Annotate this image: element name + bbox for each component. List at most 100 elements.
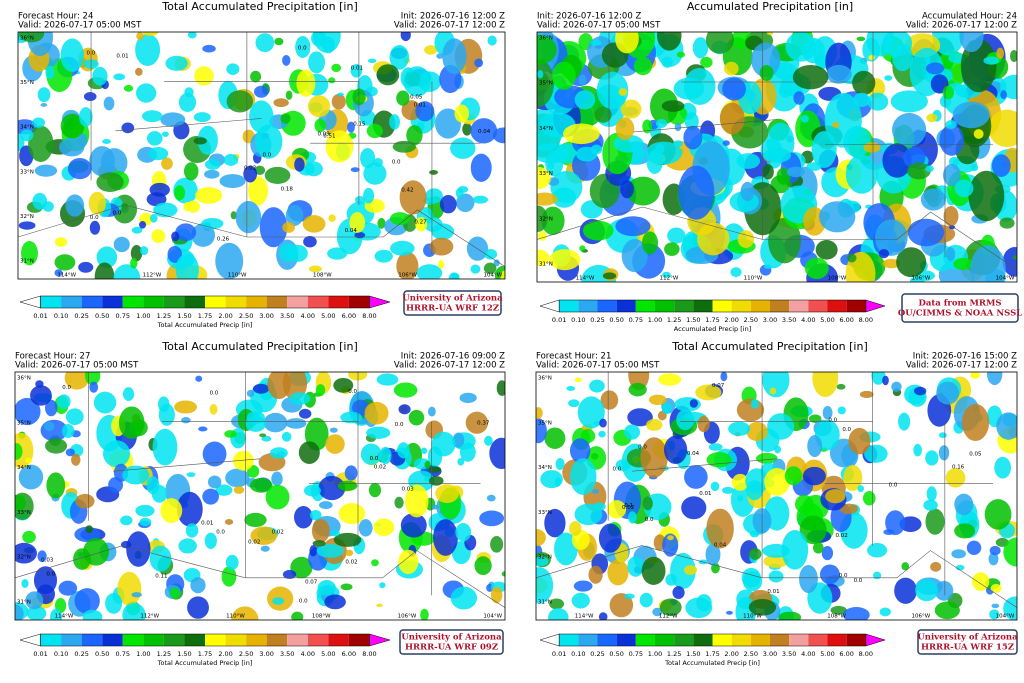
precip-blob bbox=[424, 45, 438, 55]
precip-blob bbox=[174, 185, 186, 201]
colorbar-label: 0.75 bbox=[629, 650, 643, 658]
precip-blob bbox=[884, 75, 893, 81]
precip-blob bbox=[450, 272, 460, 279]
header-left: Forecast Hour: 27 bbox=[15, 352, 90, 362]
precip-blob bbox=[968, 170, 1005, 222]
precip-blob bbox=[588, 565, 603, 584]
precip-blob bbox=[673, 77, 705, 100]
colorbar-label: 0.01 bbox=[33, 650, 47, 658]
colorbar-label: 3.00 bbox=[259, 312, 273, 320]
precip-blob bbox=[398, 549, 419, 575]
point-label: 0.0 bbox=[854, 578, 863, 584]
precip-blob bbox=[574, 90, 596, 110]
header-left: Forecast Hour: 21 bbox=[536, 352, 611, 362]
header-right: Valid: 2026-07-17 12:00 Z bbox=[906, 361, 1017, 371]
precip-blob bbox=[151, 229, 166, 244]
precip-blob bbox=[781, 529, 809, 570]
precip-blob bbox=[837, 406, 846, 415]
point-label: 0.0 bbox=[392, 159, 401, 165]
precip-blob bbox=[22, 530, 36, 544]
point-label: 0.02 bbox=[374, 465, 386, 471]
precip-blob bbox=[37, 87, 51, 103]
precip-blob bbox=[139, 220, 147, 229]
precip-blob bbox=[474, 58, 484, 68]
lon-label: 108°W bbox=[828, 276, 847, 282]
precip-blob bbox=[607, 500, 627, 519]
precip-blob bbox=[821, 545, 834, 561]
panel-title: Accumulated Precipitation [in] bbox=[687, 0, 853, 13]
precip-blob bbox=[400, 513, 427, 538]
precip-blob bbox=[695, 384, 722, 401]
precip-blob bbox=[171, 231, 180, 242]
precip-blob bbox=[988, 552, 999, 566]
precip-blob bbox=[996, 412, 1017, 440]
precip-blob bbox=[720, 372, 728, 382]
precip-blob bbox=[853, 92, 871, 107]
colorbar-swatch bbox=[348, 634, 370, 646]
precip-blob bbox=[204, 532, 217, 550]
precip-blob bbox=[303, 235, 317, 248]
precip-blob bbox=[121, 202, 129, 210]
precip-blob bbox=[569, 458, 597, 496]
colorbar-label: 3.00 bbox=[763, 316, 777, 324]
colorbar-label: 5.00 bbox=[820, 316, 834, 324]
lat-label: 36°N bbox=[17, 376, 31, 382]
precip-blob bbox=[89, 146, 115, 177]
precip-blob bbox=[85, 525, 93, 534]
precip-blob bbox=[628, 382, 647, 397]
lat-label: 36°N bbox=[539, 36, 553, 42]
precip-blob bbox=[186, 200, 200, 213]
precip-blob bbox=[750, 398, 759, 409]
precip-blob bbox=[225, 554, 239, 570]
lat-label: 32°N bbox=[20, 214, 34, 220]
precip-blob bbox=[288, 244, 308, 262]
point-label: 0.01 bbox=[699, 491, 711, 497]
point-label: 0.01 bbox=[351, 65, 363, 71]
precip-blob bbox=[424, 460, 431, 469]
precip-blob bbox=[490, 586, 503, 604]
colorbar-label: 4.00 bbox=[801, 650, 815, 658]
precip-blob bbox=[376, 603, 383, 608]
precip-blob bbox=[615, 459, 631, 471]
precip-blob bbox=[34, 164, 58, 177]
precip-blob bbox=[15, 494, 27, 512]
precip-blob bbox=[345, 549, 354, 557]
precip-blob bbox=[148, 147, 169, 161]
precip-blob bbox=[330, 529, 340, 537]
border bbox=[115, 118, 262, 132]
precip-blob bbox=[354, 231, 366, 239]
precip-blob bbox=[424, 217, 443, 232]
point-label: 0.09 bbox=[318, 131, 331, 137]
precip-blob bbox=[932, 32, 964, 56]
point-label: 0.02 bbox=[248, 540, 260, 546]
lat-label: 35°N bbox=[17, 420, 31, 426]
precip-blob bbox=[667, 227, 686, 244]
precip-blob bbox=[656, 32, 682, 51]
precip-blob bbox=[724, 61, 739, 76]
precip-blob bbox=[552, 61, 576, 90]
precip-blob bbox=[122, 602, 146, 620]
lon-label: 106°W bbox=[912, 276, 931, 282]
precip-blob bbox=[235, 201, 262, 234]
lat-label: 33°N bbox=[539, 171, 553, 177]
lat-label: 31°N bbox=[20, 259, 34, 265]
precip-blob bbox=[198, 426, 208, 432]
precip-blob bbox=[435, 484, 459, 503]
precip-blob bbox=[161, 157, 173, 170]
precip-blob bbox=[333, 377, 354, 393]
precip-blob bbox=[544, 427, 566, 449]
lon-label: 106°W bbox=[911, 614, 930, 620]
panel-title: Total Accumulated Precipitation [in] bbox=[161, 340, 358, 353]
precip-blob bbox=[400, 32, 411, 42]
colorbar-swatch bbox=[655, 300, 675, 312]
precip-blob bbox=[202, 44, 216, 53]
point-label: 0.1 bbox=[624, 503, 633, 509]
lon-label: 108°W bbox=[827, 614, 846, 620]
precip-blob bbox=[642, 496, 653, 511]
precip-blob bbox=[248, 176, 268, 206]
precip-blob bbox=[474, 556, 492, 576]
panel: Total Accumulated Precipitation [in] Fore… bbox=[17, 0, 506, 329]
lat-label: 35°N bbox=[539, 81, 553, 87]
precip-blob bbox=[882, 32, 913, 57]
precip-blob bbox=[582, 220, 614, 241]
